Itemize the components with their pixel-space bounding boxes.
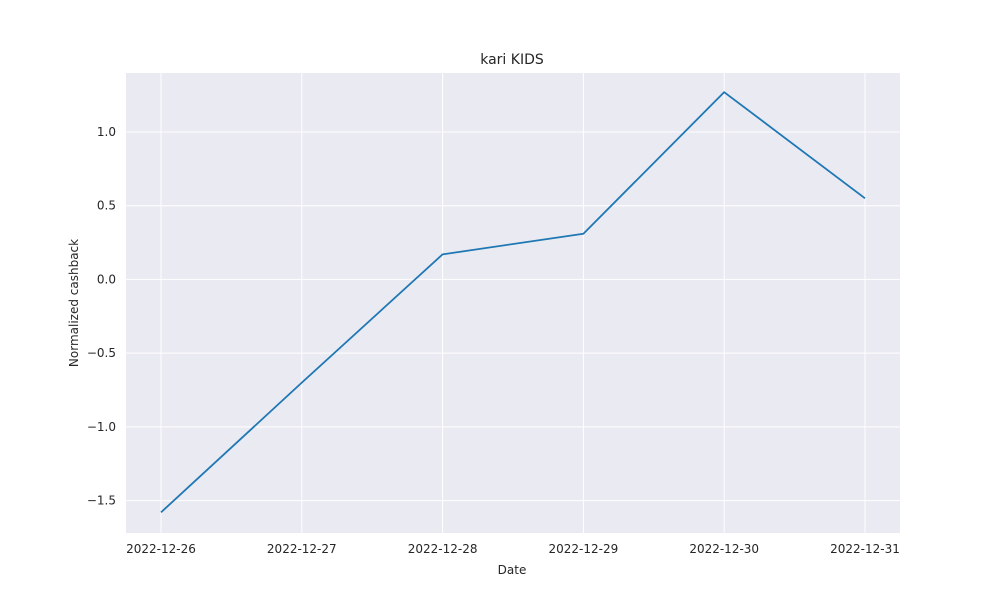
plot-area (126, 73, 900, 533)
grid-lines (126, 73, 900, 533)
series-layer (160, 91, 866, 514)
y-axis-ticks: −1.5 −1.0 −0.5 0.0 0.5 1.0 (87, 125, 116, 508)
x-axis-ticks: 2022-12-26 2022-12-27 2022-12-28 2022-12-29… (126, 542, 900, 556)
y-tick-label: −1.0 (87, 420, 116, 434)
y-tick-label: 0.0 (97, 272, 116, 286)
x-tick-label: 2022-12-30 (689, 542, 759, 556)
y-tick-label: 0.5 (97, 199, 116, 213)
x-tick-label: 2022-12-26 (126, 542, 196, 556)
x-tick-label: 2022-12-28 (408, 542, 478, 556)
x-tick-label: 2022-12-29 (549, 542, 619, 556)
x-axis-label: Date (498, 563, 527, 577)
y-axis-label: Normalized cashback (67, 239, 81, 367)
y-tick-label: 1.0 (97, 125, 116, 139)
chart-title: kari KIDS (480, 52, 544, 68)
x-tick-label: 2022-12-31 (830, 542, 900, 556)
y-tick-label: −1.5 (87, 494, 116, 508)
y-tick-label: −0.5 (87, 346, 116, 360)
series-line (160, 91, 866, 514)
x-tick-label: 2022-12-27 (267, 542, 337, 556)
